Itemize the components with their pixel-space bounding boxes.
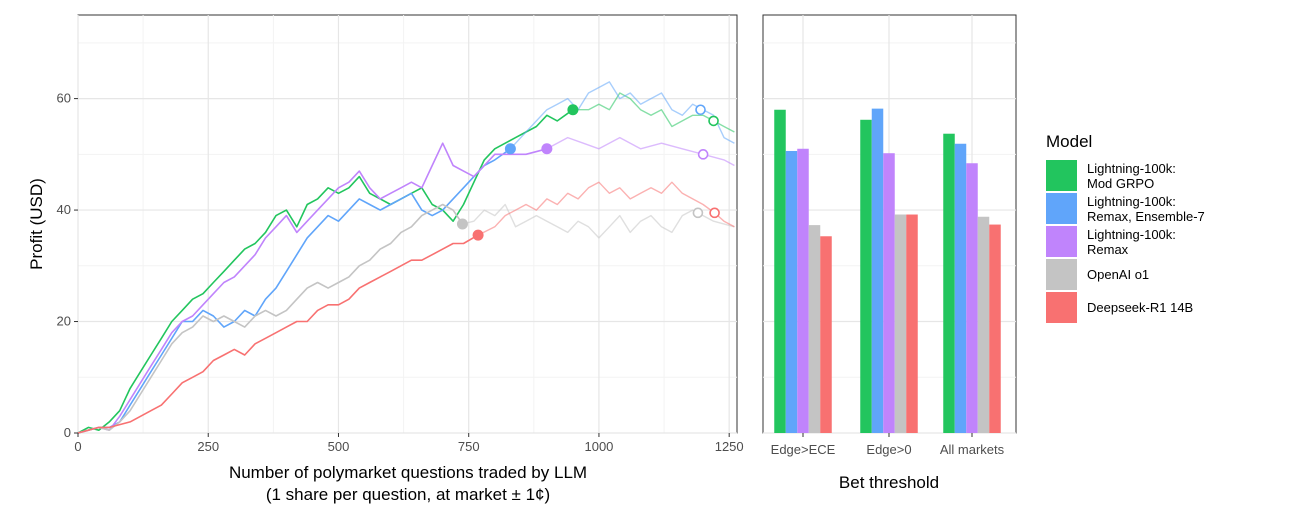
bar-remax bbox=[966, 163, 978, 433]
line-chart-markers bbox=[456, 104, 720, 241]
line-chart-series bbox=[77, 81, 735, 434]
x-tick-label: 500 bbox=[328, 439, 350, 454]
bar-x-tick-label: All markets bbox=[940, 442, 1005, 457]
series-line-deepseek-r1-14b bbox=[77, 234, 479, 434]
legend-label: Remax, Ensemble-7 bbox=[1087, 209, 1205, 224]
line-chart-panel: 0 250 500 750 1000 1250 0 20 40 60 Number of pol… bbox=[27, 14, 744, 504]
x-tick-label: 1250 bbox=[715, 439, 744, 454]
y-tick-label: 60 bbox=[57, 91, 71, 106]
bar-chart-bars bbox=[774, 108, 1001, 434]
bar-remax-ensemble-7 bbox=[954, 143, 967, 433]
bar-chart-x-ticks: Edge>ECE Edge>0 All markets bbox=[771, 433, 1005, 457]
open-marker-mod-grpo bbox=[708, 115, 719, 127]
x-axis-subtitle: (1 share per question, at market ± 1¢) bbox=[266, 485, 550, 504]
bar-deepseek-r1-14b bbox=[906, 214, 918, 433]
x-tick-label: 750 bbox=[458, 439, 480, 454]
filled-marker-remax-ensemble-7 bbox=[504, 143, 516, 155]
bar-x-axis-title: Bet threshold bbox=[839, 473, 939, 492]
x-tick-label: 1000 bbox=[584, 439, 613, 454]
y-tick-label: 0 bbox=[64, 425, 71, 440]
legend-swatch-deepseek-r1-14b bbox=[1046, 292, 1077, 323]
series-line-faded-deepseek-r1-14b bbox=[477, 181, 735, 236]
y-axis-title: Profit (USD) bbox=[27, 178, 46, 270]
bar-x-tick-label: Edge>ECE bbox=[771, 442, 836, 457]
legend-label: Mod GRPO bbox=[1087, 176, 1154, 191]
series-line-faded-remax bbox=[546, 136, 735, 167]
line-chart-y-ticks: 0 20 40 60 bbox=[57, 91, 78, 440]
filled-marker-deepseek-r1-14b bbox=[472, 229, 484, 241]
filled-marker-mod-grpo bbox=[567, 104, 579, 116]
legend-swatch-openai-o1 bbox=[1046, 259, 1077, 290]
line-chart-x-ticks: 0 250 500 750 1000 1250 bbox=[74, 433, 744, 454]
legend-title: Model bbox=[1046, 132, 1092, 151]
bar-mod-grpo bbox=[774, 109, 786, 433]
legend-label: Lightning-100k: bbox=[1087, 161, 1176, 176]
legend-swatch-remax-ensemble-7 bbox=[1046, 193, 1077, 224]
series-line-faded-mod-grpo bbox=[572, 92, 735, 133]
bar-openai-o1 bbox=[808, 225, 821, 433]
open-marker-deepseek-r1-14b bbox=[709, 207, 720, 219]
legend-swatch-remax bbox=[1046, 226, 1077, 257]
bar-deepseek-r1-14b bbox=[989, 224, 1001, 433]
bar-openai-o1 bbox=[977, 216, 990, 433]
series-line-remax bbox=[77, 142, 548, 434]
x-tick-label: 250 bbox=[197, 439, 219, 454]
bar-openai-o1 bbox=[894, 214, 907, 433]
filled-marker-remax bbox=[541, 143, 553, 155]
bar-chart-panel: Edge>ECE Edge>0 All markets Bet threshold bbox=[762, 14, 1017, 492]
bar-remax-ensemble-7 bbox=[871, 108, 884, 433]
filled-marker-openai-o1 bbox=[456, 218, 468, 230]
legend-items: Lightning-100k:Mod GRPOLightning-100k:Re… bbox=[1046, 160, 1205, 323]
bar-mod-grpo bbox=[860, 119, 872, 434]
bar-remax-ensemble-7 bbox=[785, 150, 798, 434]
legend-label: Lightning-100k: bbox=[1087, 227, 1176, 242]
legend-swatch-mod-grpo bbox=[1046, 160, 1077, 191]
open-marker-openai-o1 bbox=[692, 207, 704, 219]
legend-label: Remax bbox=[1087, 242, 1129, 257]
x-axis-title: Number of polymarket questions traded by… bbox=[229, 463, 587, 482]
legend: Model Lightning-100k:Mod GRPOLightning-1… bbox=[1046, 132, 1205, 323]
open-marker-remax-ensemble-7 bbox=[695, 104, 706, 116]
open-marker-remax bbox=[697, 149, 709, 160]
legend-label: Lightning-100k: bbox=[1087, 194, 1176, 209]
bar-deepseek-r1-14b bbox=[820, 236, 832, 433]
y-tick-label: 20 bbox=[57, 314, 71, 329]
y-tick-label: 40 bbox=[57, 202, 71, 217]
line-chart-grid bbox=[77, 15, 737, 434]
bar-remax bbox=[797, 148, 809, 433]
line-chart-frame bbox=[77, 14, 738, 434]
series-line-faded-openai-o1 bbox=[462, 203, 735, 239]
bar-remax bbox=[883, 153, 895, 433]
legend-label: Deepseek-R1 14B bbox=[1087, 300, 1193, 315]
x-tick-label: 0 bbox=[74, 439, 81, 454]
series-line-openai-o1 bbox=[77, 203, 464, 434]
series-line-remax-ensemble-7 bbox=[77, 148, 511, 434]
bar-mod-grpo bbox=[943, 133, 955, 433]
bar-x-tick-label: Edge>0 bbox=[866, 442, 911, 457]
legend-label: OpenAI o1 bbox=[1087, 267, 1149, 282]
series-line-mod-grpo bbox=[77, 109, 574, 434]
